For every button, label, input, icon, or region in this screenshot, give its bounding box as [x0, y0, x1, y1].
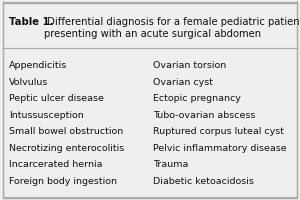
FancyBboxPatch shape — [3, 4, 297, 198]
Text: Appendicitis: Appendicitis — [9, 61, 67, 70]
Text: Ectopic pregnancy: Ectopic pregnancy — [153, 94, 241, 103]
Text: Incarcerated hernia: Incarcerated hernia — [9, 159, 103, 168]
Text: Ovarian torsion: Ovarian torsion — [153, 61, 226, 70]
Text: Trauma: Trauma — [153, 159, 188, 168]
Text: Intussusception: Intussusception — [9, 110, 84, 119]
Text: Differential diagnosis for a female pediatric patient
presenting with an acute s: Differential diagnosis for a female pedi… — [44, 17, 300, 38]
Text: Peptic ulcer disease: Peptic ulcer disease — [9, 94, 104, 103]
Text: Small bowel obstruction: Small bowel obstruction — [9, 127, 123, 136]
Text: Foreign body ingestion: Foreign body ingestion — [9, 176, 117, 185]
Text: Ruptured corpus luteal cyst: Ruptured corpus luteal cyst — [153, 127, 284, 136]
Text: Diabetic ketoacidosis: Diabetic ketoacidosis — [153, 176, 254, 185]
Text: Tubo-ovarian abscess: Tubo-ovarian abscess — [153, 110, 255, 119]
Text: Necrotizing enterocolitis: Necrotizing enterocolitis — [9, 143, 124, 152]
Text: Ovarian cyst: Ovarian cyst — [153, 77, 213, 86]
Text: Volvulus: Volvulus — [9, 77, 48, 86]
Text: Table 1.: Table 1. — [9, 17, 53, 27]
Text: Pelvic inflammatory disease: Pelvic inflammatory disease — [153, 143, 286, 152]
